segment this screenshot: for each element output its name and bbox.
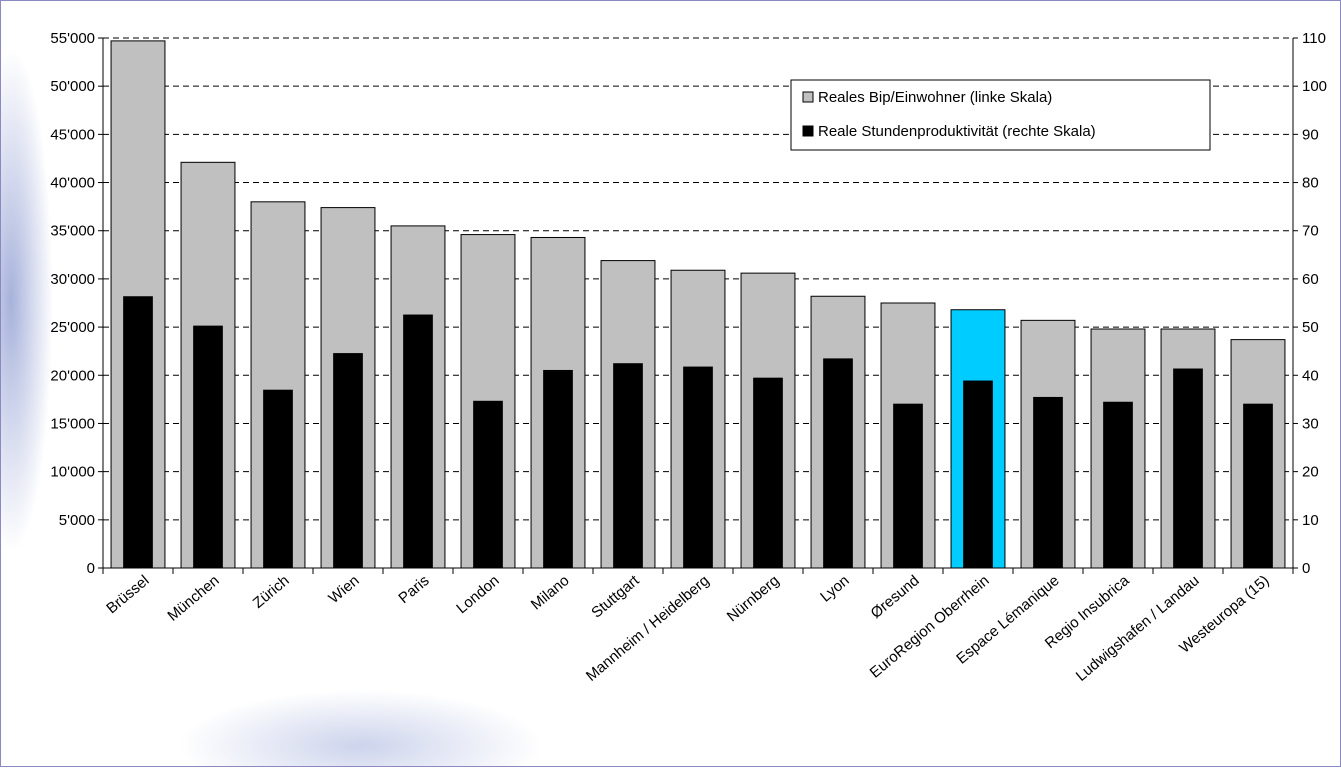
bar-productivity (823, 358, 853, 569)
right-tick-label: 100 (1302, 78, 1327, 95)
bar-productivity (893, 403, 923, 569)
right-tick-label: 70 (1302, 223, 1319, 240)
legend-label-gdp: Reales Bip/Einwohner (linke Skala) (818, 89, 1052, 106)
left-tick-label: 30'000 (50, 271, 95, 288)
category-label: Øresund (868, 572, 923, 622)
left-tick-label: 0 (87, 560, 95, 577)
bar-productivity (753, 377, 783, 569)
bar-productivity (1173, 368, 1203, 569)
category-label: Ludwigshafen / Landau (1073, 572, 1203, 685)
category-label: Mannheim / Heidelberg (583, 572, 713, 685)
left-tick-label: 15'000 (50, 415, 95, 432)
left-tick-label: 5'000 (59, 512, 95, 529)
right-tick-label: 40 (1302, 367, 1319, 384)
right-axis-ticks: 0 10 20 30 40 50 60 70 80 90 100 110 (1293, 30, 1327, 577)
right-tick-label: 0 (1302, 560, 1310, 577)
bar-productivity (263, 389, 293, 569)
left-tick-label: 20'000 (50, 367, 95, 384)
legend: Reales Bip/Einwohner (linke Skala) Reale… (790, 79, 1211, 151)
left-tick-label: 45'000 (50, 126, 95, 143)
left-tick-label: 40'000 (50, 175, 95, 192)
category-label: Zürich (250, 572, 293, 612)
category-label: London (453, 572, 502, 617)
category-label: Nürnberg (724, 572, 783, 625)
category-labels: Brüssel München Zürich Wien Paris London Milan… (103, 572, 1272, 685)
bar-productivity (473, 400, 503, 569)
right-tick-label: 60 (1302, 271, 1319, 288)
left-tick-label: 55'000 (50, 30, 95, 47)
axes-group (102, 38, 1294, 574)
category-label: EuroRegion Oberrhein (867, 572, 993, 682)
left-tick-label: 35'000 (50, 223, 95, 240)
left-axis-ticks: 0 5'000 10'000 15'000 20'000 25'000 30'000 35'0… (50, 30, 103, 577)
category-label: Stuttgart (588, 572, 643, 622)
bar-productivity (963, 380, 993, 569)
category-label: Milano (528, 572, 573, 613)
bar-productivity (543, 369, 573, 569)
right-tick-label: 80 (1302, 175, 1319, 192)
legend-box (790, 79, 1211, 151)
right-tick-label: 110 (1302, 30, 1326, 47)
bar-productivity (193, 325, 223, 569)
left-tick-label: 25'000 (50, 319, 95, 336)
bar-productivity (1033, 396, 1063, 569)
left-tick-label: 10'000 (50, 464, 95, 481)
right-tick-label: 30 (1302, 415, 1319, 432)
bars-group (110, 40, 1286, 569)
legend-swatch-gdp (802, 91, 814, 103)
category-label: Lyon (817, 572, 852, 606)
bar-productivity (613, 363, 643, 569)
category-label: Paris (395, 572, 432, 607)
bar-productivity (123, 296, 153, 569)
right-tick-label: 90 (1302, 126, 1319, 143)
right-tick-label: 10 (1302, 512, 1319, 529)
bar-productivity (1243, 403, 1273, 569)
left-tick-label: 50'000 (50, 78, 95, 95)
right-tick-label: 50 (1302, 319, 1319, 336)
bar-productivity (683, 366, 713, 569)
category-label: Brüssel (103, 572, 152, 617)
right-tick-label: 20 (1302, 464, 1319, 481)
bar-productivity (333, 353, 363, 569)
category-label: München (164, 572, 222, 625)
legend-label-productivity: Reale Stundenproduktivität (rechte Skala… (818, 123, 1096, 140)
bar-productivity (1103, 401, 1133, 569)
category-label: Wien (325, 572, 362, 607)
legend-swatch-productivity (802, 125, 814, 137)
bar-productivity (403, 314, 433, 569)
